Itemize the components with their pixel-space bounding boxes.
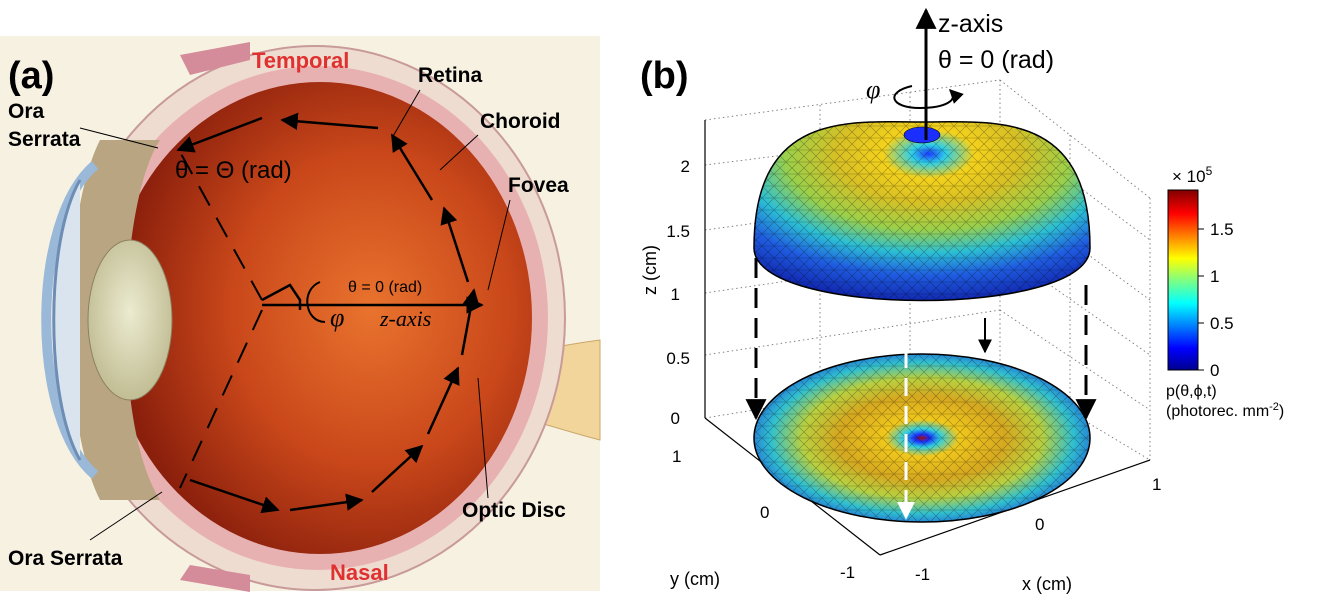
colorbar: 0 0.5 1 1.5 × 105 p(θ,ϕ,t) (photorec. mm… [1166,164,1284,420]
phi-label: φ [330,303,344,332]
iris [52,179,82,461]
eye-z-axis-label: z-axis [379,306,431,331]
colorbar-tick-0: 0 [1210,361,1219,380]
lens [87,239,173,401]
ora-serrata-top-label-2: Serrata [8,128,81,151]
dome-theta-label: θ = 0 (rad) [938,46,1054,74]
panel-b: (b) 0 [640,7,1284,594]
panel-a: (a) Temporal Nasal Retina Choroid Fovea … [0,36,601,592]
temporal-label: Temporal [252,48,349,73]
fovea-label: Fovea [508,174,569,197]
y-tick-1: 0 [760,503,769,522]
choroid-label: Choroid [480,110,560,133]
retina-interior [108,82,532,554]
cone-lines [179,151,263,489]
retina-label: Retina [418,64,483,87]
projection-arrows [745,258,1097,421]
z-tick-0: 0 [671,409,680,428]
x-tick-1: 0 [1035,515,1044,534]
theta-zero-label: θ = 0 (rad) [348,279,422,296]
colorbar-title-2: (photorec. mm-2) [1166,401,1284,420]
ora-serrata-bottom-label: Ora Serrata [8,547,123,570]
z-tick-2: 1 [671,285,680,304]
y-tick-2: -1 [840,563,855,582]
dome-phi-label: φ [866,75,880,104]
x-tick-2: 1 [1152,475,1161,494]
theta-angle-mark [261,283,302,310]
z-axis-title: z (cm) [640,245,660,295]
phi-rotation-mark [306,281,326,323]
colorbar-title-1: p(θ,ϕ,t) [1166,383,1217,400]
flattened-disc [753,353,1091,523]
z-tick-3: 1.5 [666,222,690,241]
z-tick-1: 0.5 [666,349,690,368]
theta-big-label: θ = Θ (rad) [175,157,292,184]
ora-serrata-top-label-1: Ora [8,100,45,123]
colorbar-multiplier: × 105 [1172,164,1213,186]
nasal-label: Nasal [330,560,389,585]
panel-b-label: (b) [640,55,689,97]
z-tick-4: 2 [681,157,690,176]
dome-phi-rotation [893,85,964,110]
retina-arrows [176,112,480,514]
z-ticks: 0 0.5 1 1.5 2 [666,157,690,428]
optic-disc-label: Optic Disc [462,499,566,522]
muscle-bottom [180,565,250,592]
pointer-lines [79,89,511,541]
y-tick-0: 1 [672,447,681,466]
x-axis-title: x (cm) [1022,574,1072,594]
hemisphere-dome [753,121,1091,302]
dome-z-axis-label: z-axis [938,10,1003,38]
panel-a-label: (a) [8,55,54,97]
muscle-top [180,42,250,75]
y-axis-title: y (cm) [670,569,720,589]
colorbar-tick-2: 1 [1210,267,1219,286]
colorbar-tick-3: 1.5 [1210,220,1234,239]
x-tick-0: -1 [915,565,930,584]
colorbar-tick-1: 0.5 [1210,314,1234,333]
